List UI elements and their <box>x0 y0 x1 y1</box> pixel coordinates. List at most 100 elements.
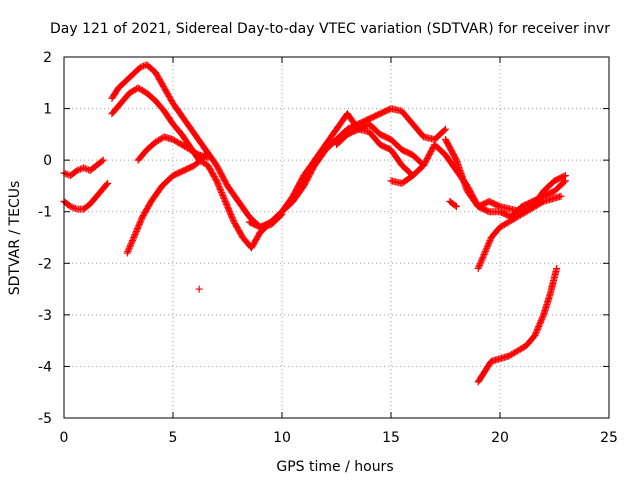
data-point <box>224 205 232 213</box>
data-point <box>213 178 221 186</box>
y-tick-label: -4 <box>38 359 52 375</box>
data-point <box>220 194 228 202</box>
data-point <box>132 228 140 236</box>
data-point <box>123 249 131 257</box>
data-point <box>126 243 134 251</box>
y-tick-label: 2 <box>43 50 52 66</box>
series-track-k <box>387 172 417 187</box>
data-point <box>484 241 492 249</box>
data-point <box>539 312 547 320</box>
data-point <box>132 229 140 237</box>
data-point <box>224 203 232 211</box>
y-tick-label: -5 <box>38 411 52 427</box>
data-point <box>537 317 545 325</box>
data-point <box>452 203 460 211</box>
series-track-g <box>195 285 203 293</box>
data-point <box>228 212 236 220</box>
data-point <box>481 247 489 255</box>
data-point <box>536 318 544 326</box>
data-point <box>532 329 540 337</box>
data-point <box>476 261 484 269</box>
series-track-e <box>123 151 210 257</box>
chart-title: Day 121 of 2021, Sidereal Day-to-day VTE… <box>50 21 610 37</box>
data-point <box>485 240 493 248</box>
data-point <box>133 225 141 233</box>
data-point <box>71 204 79 212</box>
data-point <box>483 244 491 252</box>
data-point <box>125 244 133 252</box>
y-tick-label: 1 <box>43 102 52 118</box>
data-point <box>137 216 145 224</box>
data-point <box>409 172 417 180</box>
data-point <box>217 187 225 195</box>
data-point <box>214 180 222 188</box>
y-axis-label: SDTVAR / TECUs <box>7 181 23 296</box>
data-point <box>215 183 223 191</box>
data-point <box>476 260 484 268</box>
x-tick-label: 0 <box>60 430 69 446</box>
data-point <box>534 324 542 332</box>
data-point <box>204 154 212 162</box>
data-point <box>129 235 137 243</box>
data-point <box>219 193 227 201</box>
data-point <box>560 172 568 180</box>
series-track-a <box>60 156 107 180</box>
data-point <box>218 190 226 198</box>
data-point <box>538 314 546 322</box>
data-point <box>72 167 80 175</box>
data-point <box>227 211 235 219</box>
data-point <box>531 331 539 339</box>
data-point <box>124 247 132 255</box>
data-point <box>195 285 203 293</box>
data-point <box>99 156 107 164</box>
series-track-o <box>474 264 561 386</box>
data-point <box>485 238 493 246</box>
data-point <box>483 243 491 251</box>
x-tick-label: 15 <box>382 430 400 446</box>
x-tick-label: 25 <box>600 430 618 446</box>
data-point <box>135 220 143 228</box>
data-point <box>130 232 138 240</box>
data-point <box>557 192 565 200</box>
data-point <box>216 184 224 192</box>
grid-layer <box>64 57 609 418</box>
data-point <box>538 315 546 323</box>
data-point <box>475 263 483 271</box>
data-point <box>221 196 229 204</box>
data-point <box>532 330 540 338</box>
y-tick-label: -1 <box>38 205 52 221</box>
data-point <box>133 226 141 234</box>
y-tick-label: 0 <box>43 153 52 169</box>
data-point <box>70 204 78 212</box>
data-point <box>474 264 482 272</box>
data-point <box>219 192 227 200</box>
data-point <box>81 165 89 173</box>
series-track-n <box>474 192 565 272</box>
data-point <box>130 234 138 241</box>
data-point <box>477 258 485 266</box>
x-tick-label: 5 <box>169 430 178 446</box>
data-point <box>213 177 221 185</box>
data-point <box>103 181 111 189</box>
data-point <box>481 249 489 257</box>
series-track-f <box>134 133 212 164</box>
data-point <box>135 222 143 230</box>
data-point <box>136 219 144 227</box>
data-point <box>479 254 487 262</box>
data-point <box>67 203 75 211</box>
data-point <box>451 202 459 210</box>
data-point <box>65 202 73 210</box>
x-tick-label: 20 <box>491 430 509 446</box>
x-tick-label: 10 <box>273 430 291 446</box>
data-point <box>533 326 541 334</box>
data-point <box>104 179 112 187</box>
data-point <box>76 165 84 173</box>
data-point <box>127 240 135 248</box>
data-point <box>214 181 222 189</box>
data-point <box>486 237 494 245</box>
data-point <box>134 223 142 231</box>
data-point <box>482 246 490 254</box>
series-track-b <box>60 179 112 213</box>
data-point <box>137 217 145 225</box>
